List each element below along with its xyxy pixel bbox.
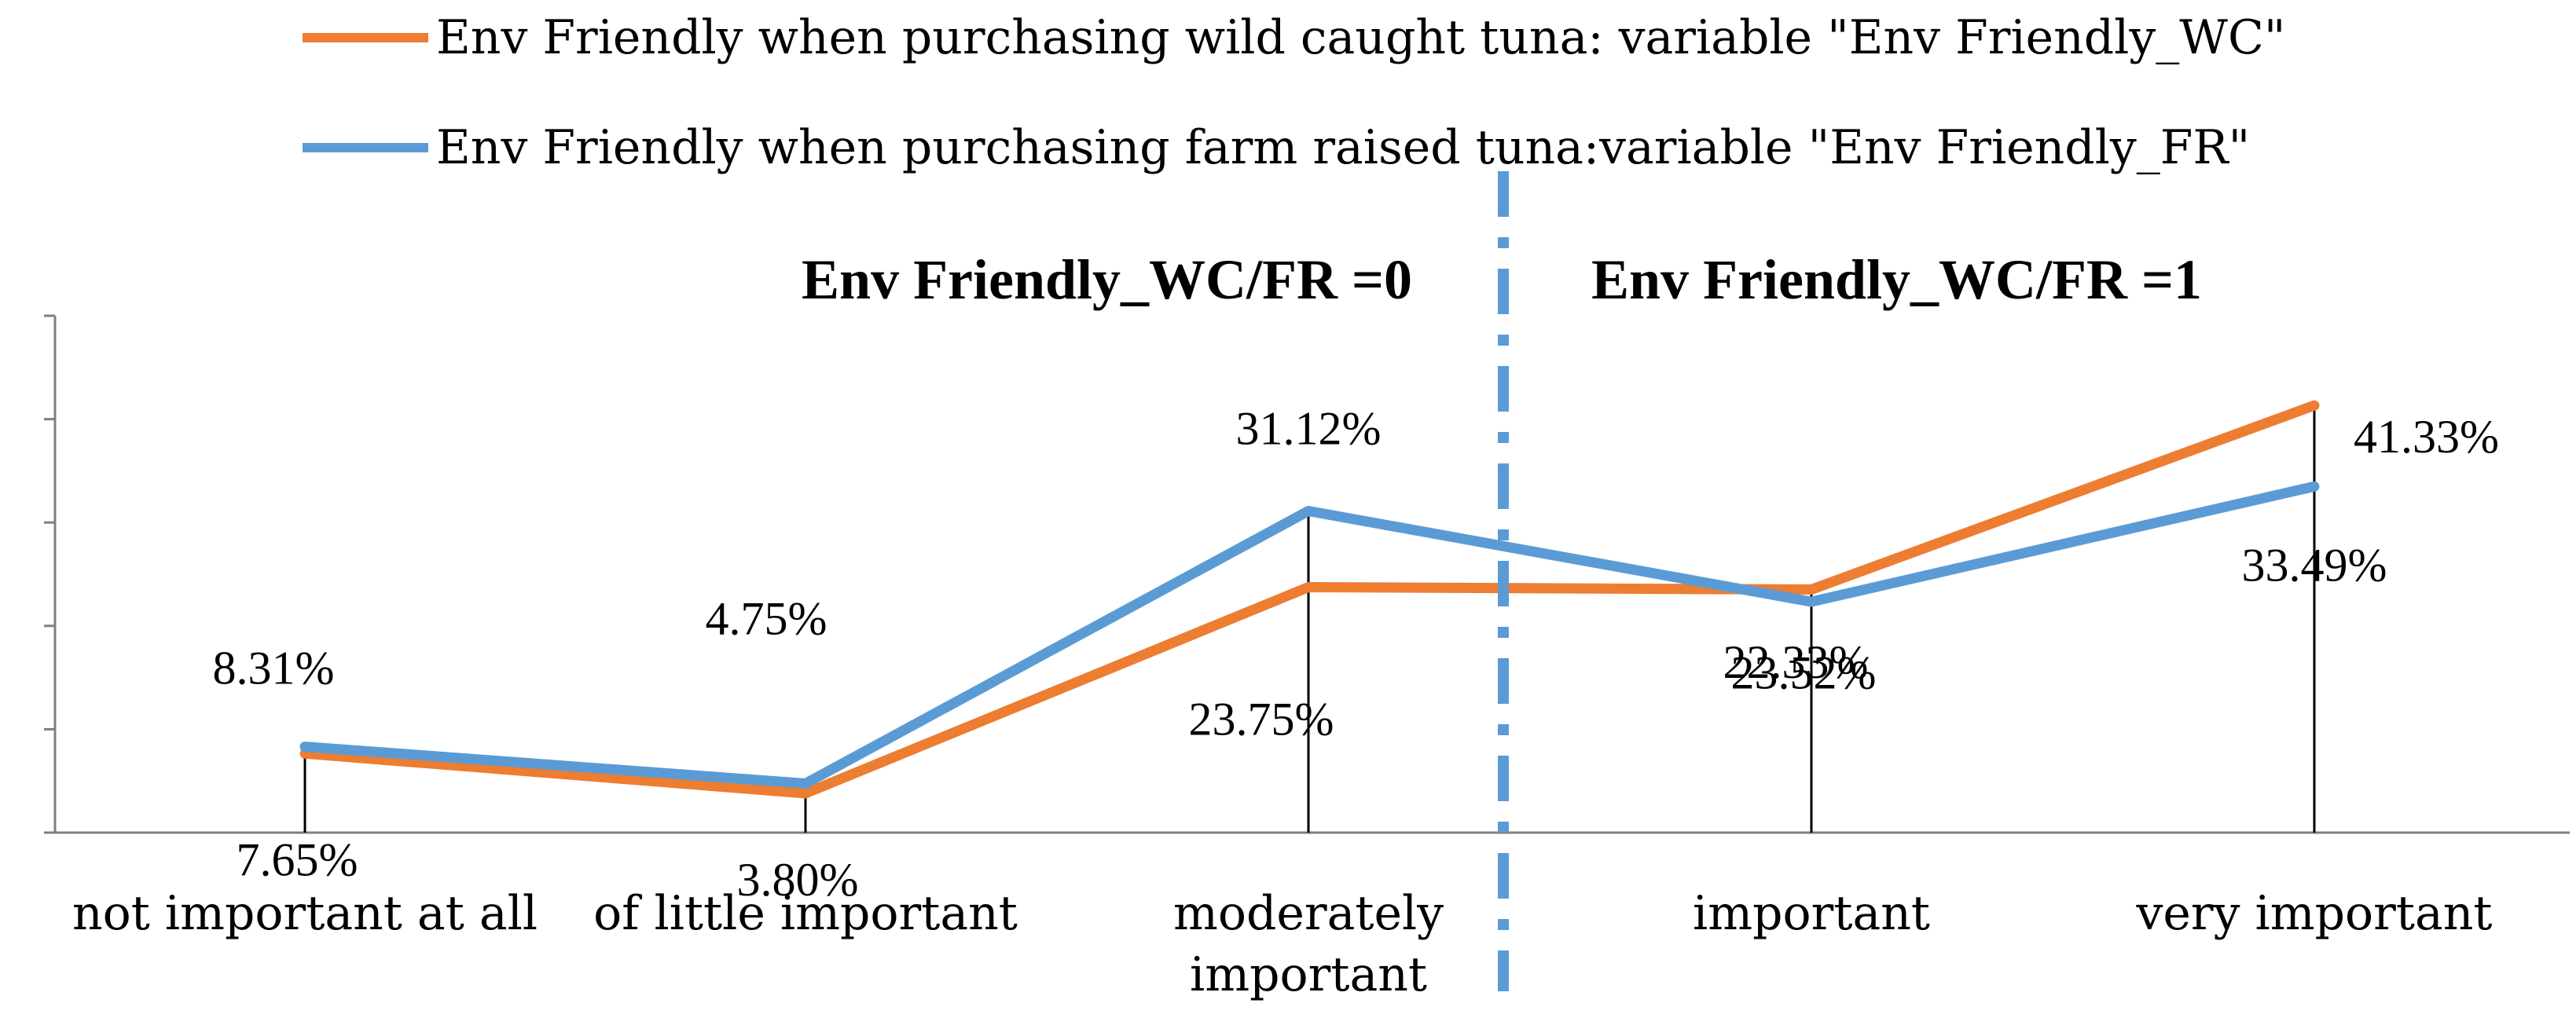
y-ticks	[44, 314, 55, 834]
data-label: 41.33%	[2354, 411, 2499, 463]
drop-lines	[303, 405, 2316, 833]
data-label: 33.49%	[2242, 539, 2387, 591]
data-label: 3.80%	[737, 854, 859, 906]
series-line-wild-caught	[299, 400, 2320, 799]
group-label-zero: Env Friendly_WC/FR =0	[802, 248, 1412, 311]
data-label: 23.52%	[1731, 646, 1877, 698]
x-tick-label: moderately important	[1173, 886, 1444, 1002]
data-label: 8.31%	[213, 643, 335, 694]
x-tick-label: not important at all	[72, 886, 538, 941]
data-label: 31.12%	[1236, 402, 1382, 454]
category-labels: not important at all of little important m…	[72, 886, 2493, 1002]
data-label: 22.33%	[1723, 636, 1869, 688]
x-tick-label: of little important	[593, 886, 1018, 941]
series-lines	[299, 400, 2320, 799]
data-label: 4.75%	[706, 592, 827, 644]
data-label: 7.65%	[237, 833, 358, 885]
x-tick-label: very important	[2136, 886, 2493, 941]
series-line-farm-raised	[299, 481, 2320, 789]
legend: Env Friendly when purchasing wild caught…	[303, 10, 2285, 175]
legend-label-wild-caught: Env Friendly when purchasing wild caught…	[436, 10, 2285, 65]
x-tick-label: important	[1693, 886, 1930, 941]
axes	[44, 314, 2570, 834]
data-label: 23.75%	[1189, 693, 1334, 745]
legend-label-farm-raised: Env Friendly when purchasing farm raised…	[436, 120, 2250, 175]
data-labels: 7.65% 3.80% 23.75% 23.52% 41.33% 8.31% 4.75% 31…	[213, 402, 2499, 906]
group-label-one: Env Friendly_WC/FR =1	[1591, 248, 2202, 311]
